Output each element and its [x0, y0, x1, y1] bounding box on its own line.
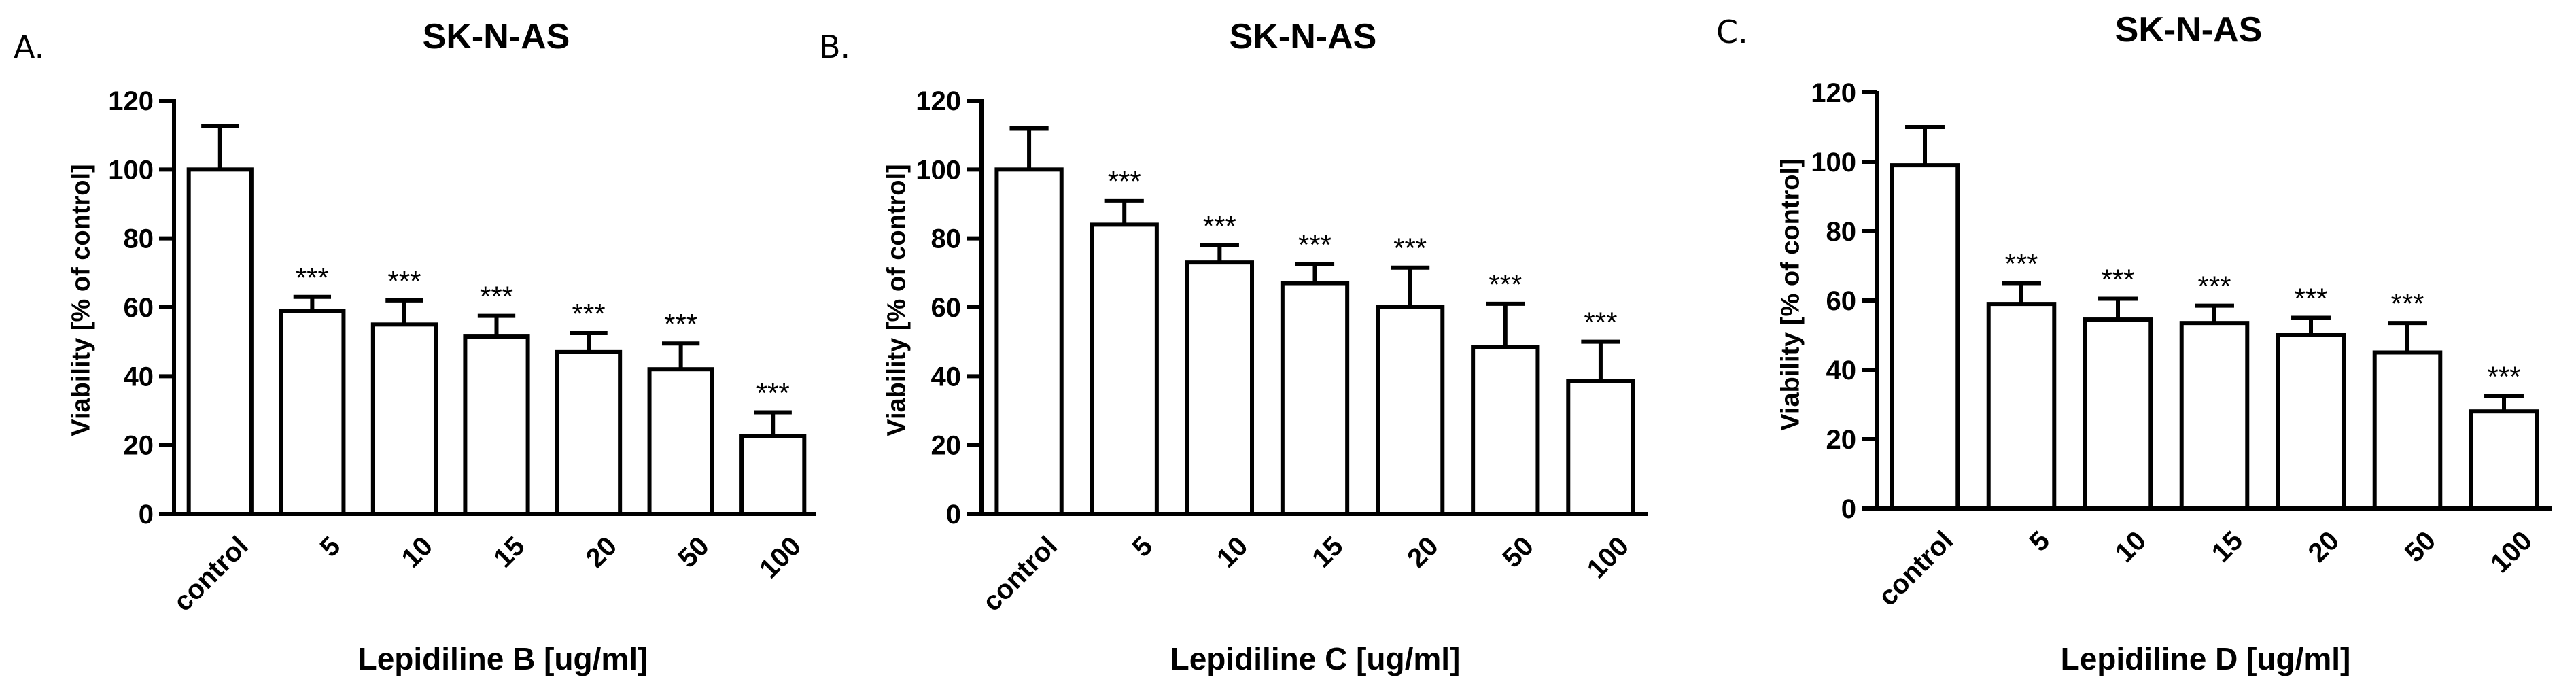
y-tick-label: 120: [916, 86, 961, 116]
y-tick-label: 20: [124, 431, 154, 461]
x-axis-label: Lepidiline B [ug/ml]: [358, 641, 648, 676]
bar: [994, 167, 1064, 516]
panel-label: C.: [1716, 14, 1748, 50]
significance-label: ***: [1108, 165, 1141, 197]
x-tick-label: 20: [2303, 526, 2346, 568]
panel-a: A. SK-N-AS Viability [% of control] 0 20 4…: [0, 0, 816, 688]
x-tick-label: 50: [2399, 526, 2442, 568]
bar: [739, 434, 807, 516]
y-tick-label: 40: [124, 362, 154, 392]
x-tick-label: 100: [1582, 531, 1635, 584]
bar: [1090, 222, 1159, 516]
x-tick-label: 15: [1306, 531, 1349, 574]
bar: [279, 309, 346, 516]
bar-chart: 0 20 40 60 80 100 120 control *** 5 *** 10 *** 15 *** 2…: [916, 86, 1648, 617]
panel-label: B.: [819, 29, 851, 65]
y-tick-label: 80: [124, 224, 154, 254]
bar: [2179, 321, 2250, 511]
x-tick-label: 10: [2110, 526, 2153, 568]
y-tick-label: 40: [1826, 356, 1857, 385]
bar: [2083, 317, 2153, 511]
y-tick-label: 100: [1811, 148, 1856, 177]
x-tick-label: 15: [488, 531, 531, 574]
x-tick-label: 20: [580, 531, 623, 574]
x-tick-label: 15: [2206, 526, 2249, 568]
x-tick-label: 10: [396, 531, 439, 574]
y-tick-label: 60: [1826, 286, 1857, 316]
x-tick-label: 50: [1497, 531, 1539, 574]
bar: [370, 322, 438, 516]
y-tick-label: 20: [931, 431, 962, 461]
significance-label: ***: [1489, 269, 1522, 300]
chart-title: SK-N-AS: [2114, 10, 2263, 50]
significance-label: ***: [1298, 229, 1331, 261]
significance-label: ***: [572, 298, 606, 330]
x-tick-label: control: [1873, 526, 1959, 612]
significance-label: ***: [756, 377, 790, 409]
x-tick-label: 5: [2023, 526, 2055, 557]
significance-label: ***: [2390, 288, 2424, 320]
significance-label: ***: [664, 308, 697, 340]
significance-label: ***: [2101, 263, 2134, 295]
bar: [555, 349, 623, 516]
bar-chart: 0 20 40 60 80 100 120 control *** 5 *** 10 *** 15 *** 2…: [1811, 78, 2552, 612]
y-tick-label: 0: [1841, 494, 1856, 524]
x-tick-label: 100: [754, 531, 807, 584]
bar: [1280, 281, 1350, 516]
x-tick-label: 100: [2485, 526, 2538, 579]
y-tick-label: 80: [931, 224, 962, 254]
significance-label: ***: [1584, 307, 1617, 339]
bar: [1471, 345, 1540, 516]
bar-chart: 0 20 40 60 80 100 120 control *** 5 *** 10 *** 15 *** 2…: [108, 86, 816, 617]
x-tick-label: 10: [1211, 531, 1254, 574]
bar: [1890, 163, 1960, 511]
x-tick-label: 5: [315, 531, 347, 563]
bar: [463, 334, 530, 516]
bar: [186, 167, 254, 516]
significance-label: ***: [2197, 271, 2231, 303]
y-tick-label: 0: [946, 500, 961, 530]
bar: [1566, 379, 1635, 517]
x-tick-label: control: [977, 531, 1063, 617]
significance-label: ***: [2487, 360, 2520, 392]
panel-label: A.: [14, 29, 45, 65]
significance-label: ***: [1203, 210, 1236, 242]
y-tick-label: 60: [931, 293, 962, 323]
bar: [1185, 260, 1255, 516]
y-tick-label: 100: [108, 155, 154, 185]
significance-label: ***: [2294, 283, 2327, 315]
y-tick-label: 40: [931, 362, 962, 392]
y-tick-label: 80: [1826, 217, 1857, 247]
chart-title: SK-N-AS: [1229, 17, 1377, 56]
bar: [1986, 302, 2057, 511]
x-axis-label: Lepidiline C [ug/ml]: [1170, 641, 1461, 676]
y-tick-label: 100: [916, 155, 961, 185]
significance-label: ***: [2004, 248, 2038, 280]
panel-b: B. SK-N-AS Viability [% of control] 0 20 4…: [812, 0, 1689, 688]
x-axis-label: Lepidiline D [ug/ml]: [2060, 641, 2351, 676]
x-tick-label: 20: [1402, 531, 1444, 574]
significance-label: ***: [296, 262, 329, 294]
y-tick-label: 120: [108, 86, 154, 116]
y-tick-label: 60: [124, 293, 154, 323]
x-tick-label: 50: [672, 531, 715, 574]
x-tick-label: 5: [1127, 531, 1159, 563]
significance-label: ***: [387, 265, 421, 297]
bar: [2276, 333, 2346, 511]
y-tick-label: 20: [1826, 425, 1857, 455]
bar: [1375, 305, 1445, 516]
y-tick-label: 120: [1811, 78, 1856, 108]
bar: [2469, 409, 2539, 511]
bar: [2372, 350, 2443, 511]
significance-label: ***: [480, 281, 513, 313]
y-tick-label: 0: [139, 500, 154, 530]
chart-title: SK-N-AS: [422, 17, 570, 56]
panel-c: C. SK-N-AS Viability [% of control] 0 20 4…: [1696, 0, 2576, 688]
x-tick-label: control: [168, 531, 254, 617]
bar: [647, 367, 714, 517]
significance-label: ***: [1393, 233, 1427, 264]
